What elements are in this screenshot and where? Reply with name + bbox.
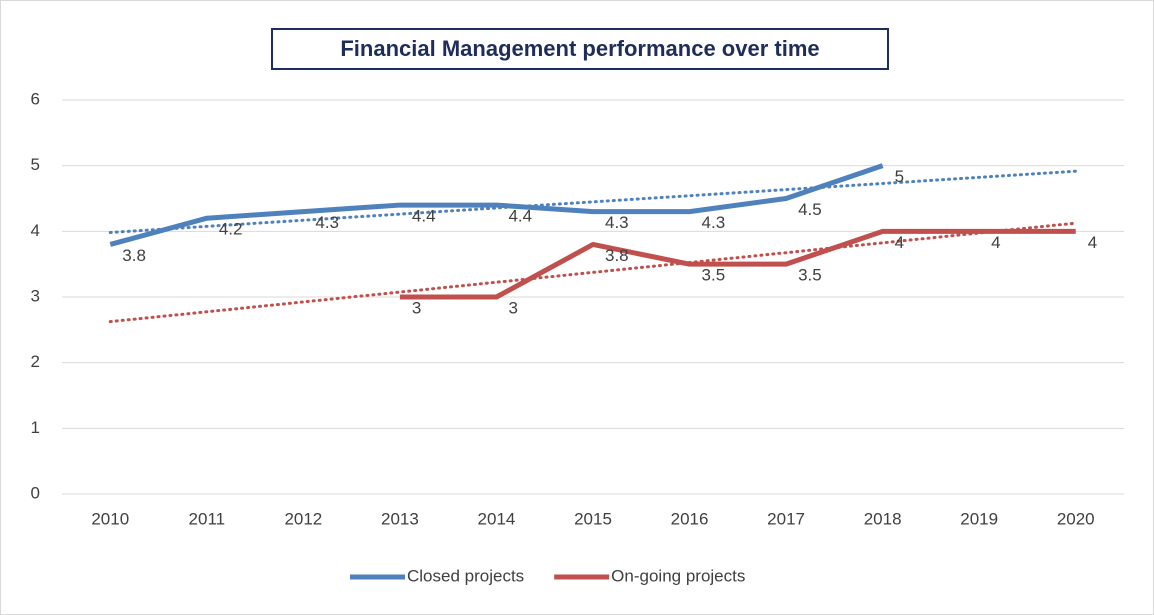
data-label: 4.4 [508,207,532,226]
trendline [108,169,1078,235]
x-tick-label: 2017 [767,509,805,528]
x-tick-label: 2010 [91,509,129,528]
data-label: 5 [895,167,904,186]
series-line [109,163,884,247]
x-tick-label: 2014 [478,509,516,528]
data-label: 3.5 [702,266,726,285]
data-label: 4.3 [605,213,629,232]
x-tick-label: 2018 [864,509,902,528]
x-tick-label: 2013 [381,509,419,528]
data-label: 4.3 [315,213,339,232]
x-tick-label: 2011 [189,509,226,528]
data-label: 4 [895,233,904,252]
x-tick-label: 2019 [960,509,998,528]
x-tick-label: 2012 [284,509,322,528]
chart-title: Financial Management performance over ti… [340,36,819,61]
data-label: 3 [508,298,517,317]
data-label: 3.8 [605,246,629,265]
trendline [108,221,1078,324]
data-label: 4.4 [412,207,436,226]
y-tick-label: 1 [31,418,40,437]
x-tick-label: 2016 [671,509,709,528]
data-label: 4.3 [702,213,726,232]
x-tick-label: 2020 [1057,509,1095,528]
legend-label: Closed projects [407,566,524,585]
title-box [271,28,889,70]
data-label: 4.5 [798,200,822,219]
data-label: 3.8 [122,246,146,265]
data-label: 4.2 [219,220,243,239]
data-label: 3.5 [798,266,822,285]
x-tick-label: 2015 [574,509,612,528]
data-label: 4 [1088,233,1097,252]
y-tick-label: 0 [31,483,40,502]
y-tick-label: 6 [31,89,40,108]
y-tick-label: 5 [31,155,40,174]
y-tick-label: 2 [31,352,40,371]
series-line [399,228,1076,300]
legend-label: On-going projects [611,566,745,585]
data-label: 4 [991,233,1000,252]
y-tick-label: 4 [31,221,40,240]
y-tick-label: 3 [31,286,40,305]
data-label: 3 [412,298,421,317]
